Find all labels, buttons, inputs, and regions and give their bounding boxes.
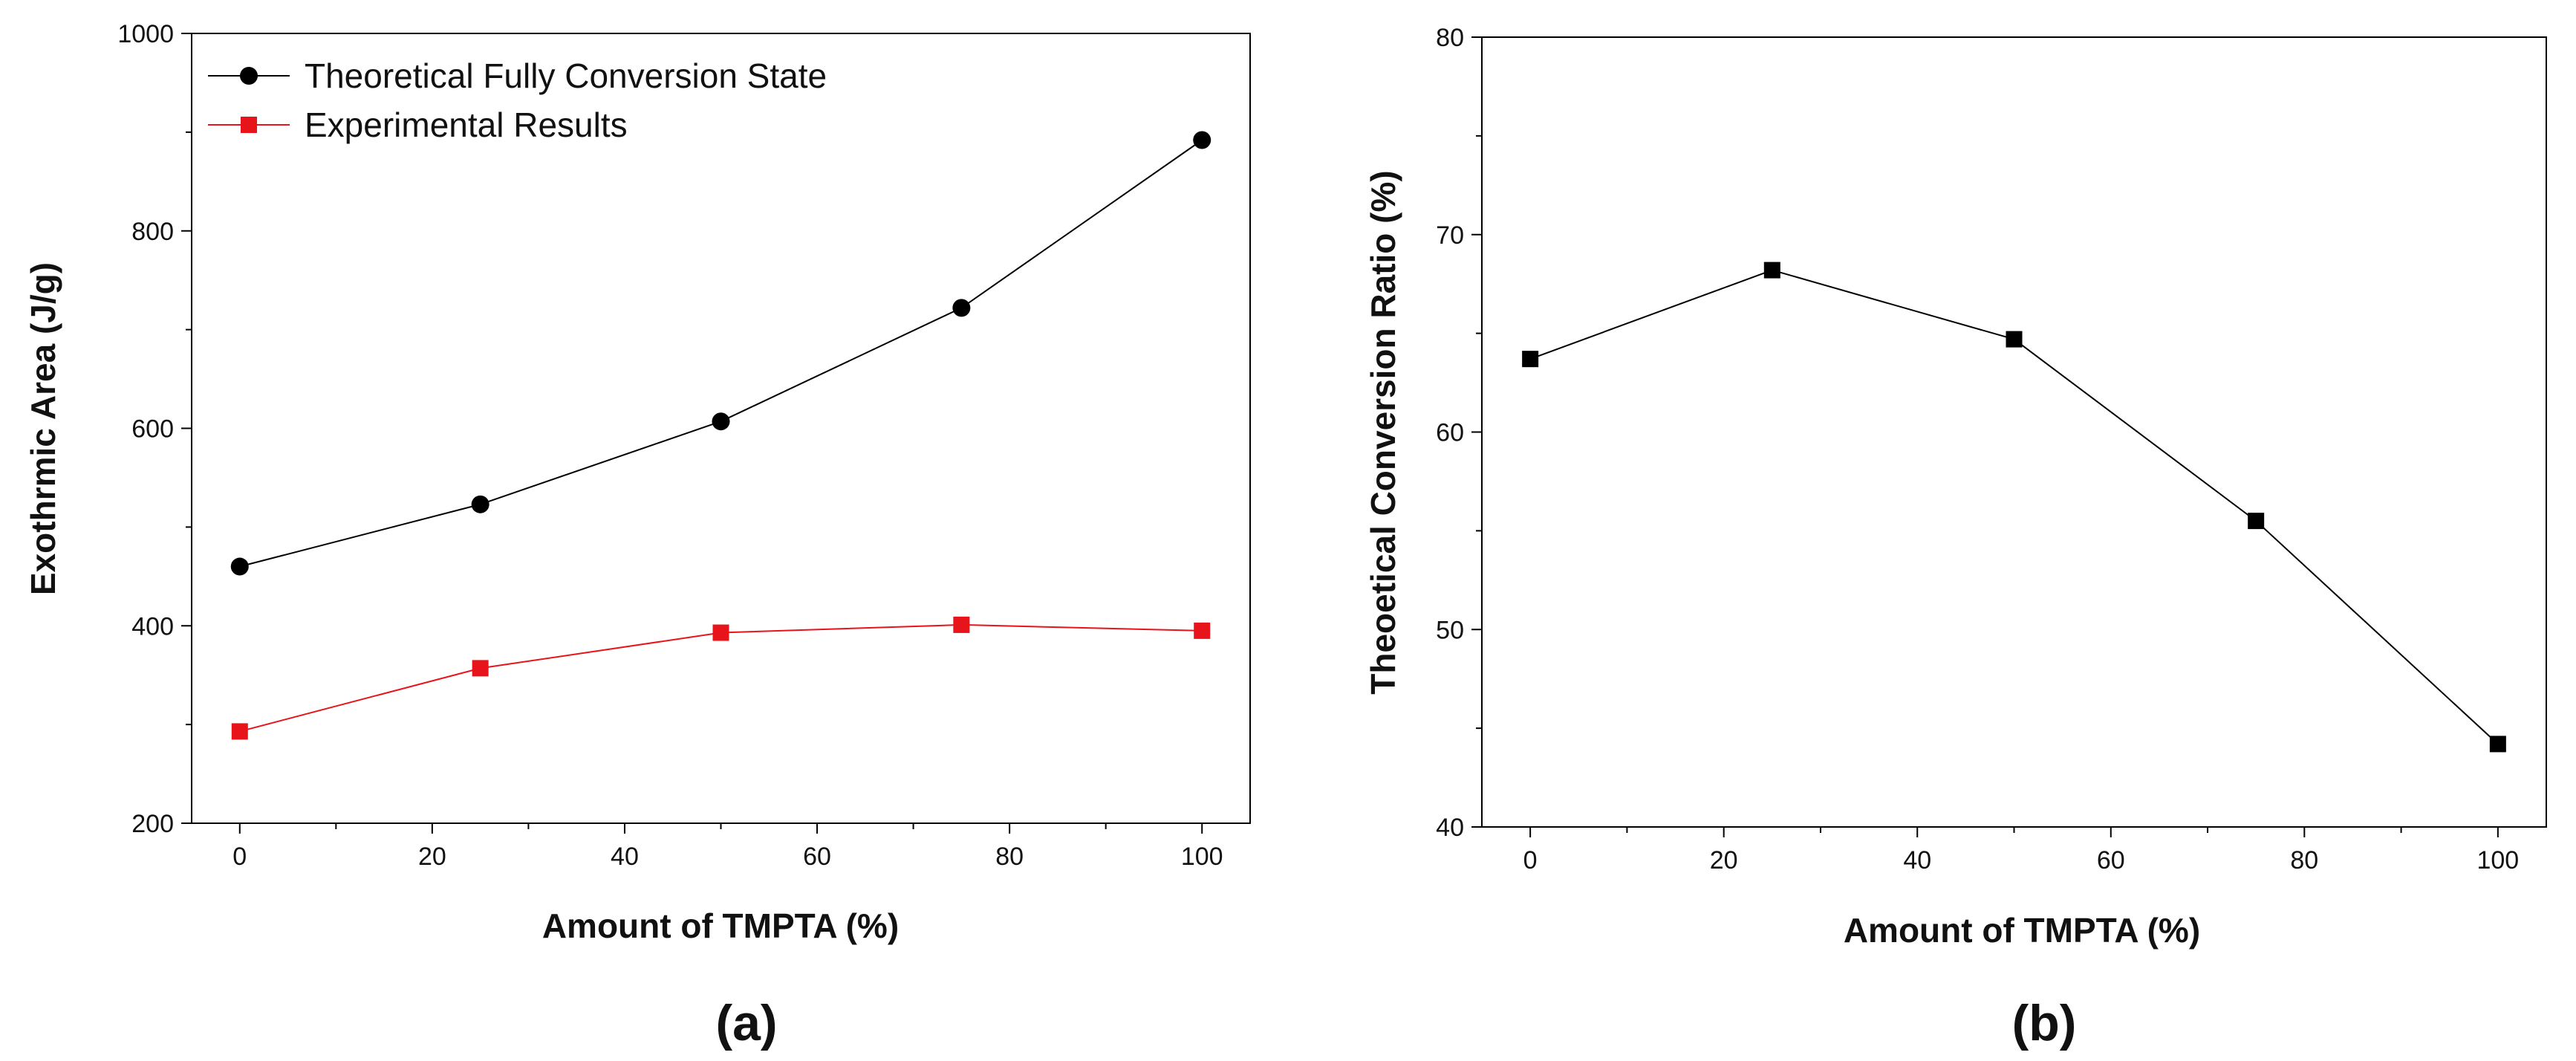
panel-b-y-ticks: 40 50 60 70 80: [1436, 24, 1482, 842]
panel-a-x-tick-label: 0: [232, 843, 247, 871]
panel-b-x-tick-label: 60: [2097, 846, 2125, 875]
panel-a-series-0-point: [471, 495, 489, 513]
panel-a-x-tick-label: 40: [611, 843, 639, 871]
legend-marker-experimental: [241, 117, 257, 133]
legend-marker-theoretical: [240, 67, 258, 85]
panel-b-series-0-point: [2489, 736, 2506, 753]
legend-label-theoretical: Theoretical Fully Conversion State: [305, 56, 827, 95]
panel-a-y-tick-label: 200: [131, 810, 174, 838]
panel-a-y-tick-label: 1000: [117, 20, 174, 48]
panel-b-series-0-point: [2006, 331, 2023, 348]
legend-label-experimental: Experimental Results: [305, 106, 628, 144]
panel-a-label: (a): [715, 995, 777, 1051]
panel-a-legend: Theoretical Fully Conversion State Exper…: [208, 56, 827, 144]
panel-a-series-0-line: [239, 139, 1203, 568]
panel-b-plot-frame: [1481, 36, 2547, 828]
panel-a-chart: 200 400 600 800 1000 0 20 40 60 80 100 Theoretica…: [24, 20, 1251, 1051]
panel-a-x-tick-label: 100: [1181, 843, 1223, 871]
panel-a-x-tick-label: 80: [995, 843, 1024, 871]
panel-b-y-tick-label: 70: [1436, 221, 1464, 250]
panel-b-series-0-point: [1522, 351, 1539, 368]
panel-b-series-0-point: [2248, 513, 2265, 530]
panel-a-series-lines: [239, 139, 1203, 733]
panel-b-y-tick-label: 50: [1436, 616, 1464, 644]
panel-a-series-1-point: [712, 624, 729, 641]
panel-a-x-tick-label: 20: [418, 843, 446, 871]
panel-b-y-tick-label: 40: [1436, 814, 1464, 842]
panel-a-y-axis-title: Exothrmic Area (J/g): [24, 262, 62, 595]
panel-a-markers: [230, 131, 1211, 740]
panel-a-series-1-point: [1194, 622, 1211, 639]
panel-b-x-tick-label: 40: [1903, 846, 1931, 875]
panel-a-x-ticks: 0 20 40 60 80 100: [232, 823, 1223, 871]
panel-b-x-tick-label: 20: [1710, 846, 1738, 875]
panel-b-markers: [1522, 262, 2506, 753]
panel-b-x-tick-label: 80: [2290, 846, 2318, 875]
panel-a-x-axis-title: Amount of TMPTA (%): [542, 906, 899, 945]
panel-b-y-axis-title: Theoetical Conversion Ratio (%): [1364, 170, 1402, 694]
panel-b-chart: 40 50 60 70 80 0 20 40 60 80 100 Theoetical Conve…: [1364, 24, 2547, 1051]
panel-a-y-tick-label: 600: [131, 415, 174, 444]
panel-a-series-1-point: [231, 723, 248, 740]
panel-b-x-tick-label: 0: [1523, 846, 1538, 875]
panel-a-series-0-point: [952, 299, 971, 317]
panel-a-y-tick-label: 800: [131, 218, 174, 246]
panel-a-y-ticks: 200 400 600 800 1000: [117, 20, 192, 838]
panel-b-y-tick-label: 80: [1436, 24, 1464, 52]
panel-b-x-ticks: 0 20 40 60 80 100: [1523, 827, 2519, 875]
panel-b-x-axis-title: Amount of TMPTA (%): [1844, 911, 2200, 950]
panel-b-y-tick-label: 60: [1436, 419, 1464, 447]
panel-a-x-tick-label: 60: [803, 843, 831, 871]
panel-a-series-0-point: [230, 557, 249, 576]
panel-a-series-0-point: [712, 412, 730, 431]
panel-a-series-0-point: [1193, 131, 1211, 149]
panel-b-series-0-point: [1763, 262, 1780, 279]
panel-b-label: (b): [2012, 995, 2077, 1051]
panel-b-x-tick-label: 100: [2476, 846, 2519, 875]
panel-a-series-1-point: [472, 660, 489, 677]
panel-a-y-tick-label: 400: [131, 612, 174, 640]
panel-a-series-1-point: [953, 616, 970, 633]
